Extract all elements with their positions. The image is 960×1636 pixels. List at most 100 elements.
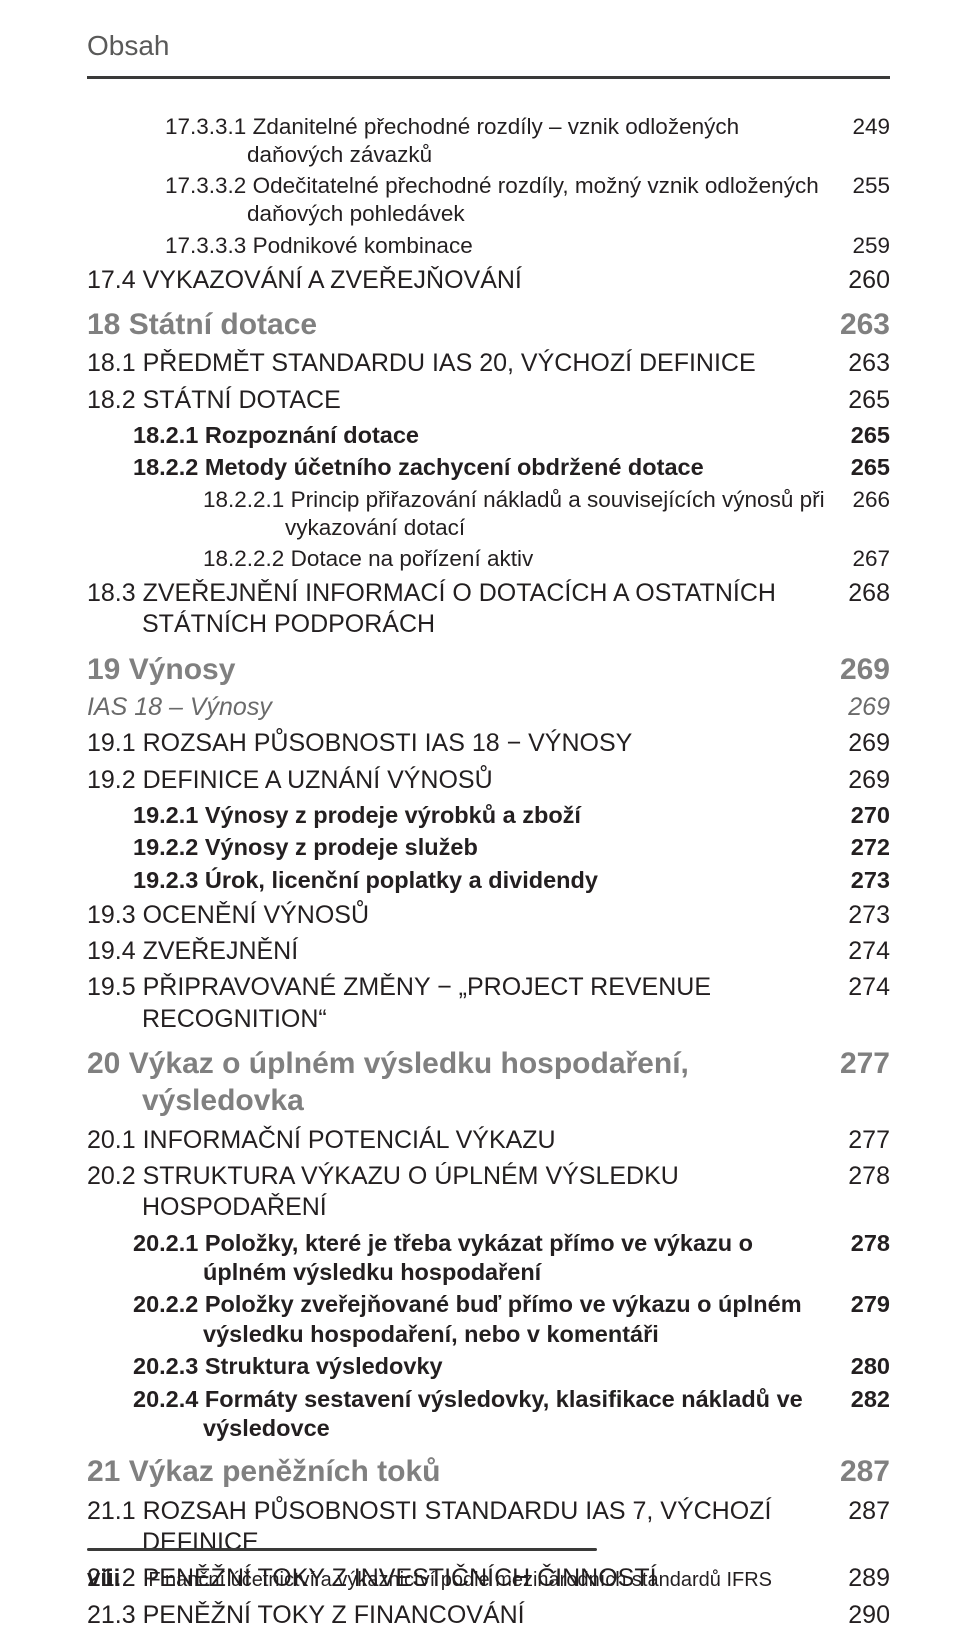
toc-label: 20.2.3 Struktura výsledovky	[87, 1352, 840, 1381]
toc-page-number: 255	[840, 172, 890, 200]
toc-row: 19.5 PŘIPRAVOVANÉ ZMĚNY − „PROJECT REVEN…	[87, 972, 890, 1035]
toc-row: 17.3.3.2 Odečitatelné přechodné rozdíly,…	[87, 172, 890, 228]
toc-page-number: 269	[840, 765, 890, 796]
toc-page-number: 279	[840, 1290, 890, 1319]
toc-label: 20.2.2 Položky zveřejňované buď přímo ve…	[87, 1290, 840, 1349]
toc-page-number: 278	[840, 1161, 890, 1192]
toc-page-number: 272	[840, 833, 890, 862]
footer: viii Finanční účetnictví a výkaznictví p…	[87, 1548, 890, 1593]
toc-row: 19.2.1 Výnosy z prodeje výrobků a zboží2…	[87, 801, 890, 830]
toc-page-number: 269	[840, 692, 890, 723]
toc-label: 18.2.2.2 Dotace na pořízení aktiv	[87, 545, 840, 573]
toc-label: 19.3 OCENĚNÍ VÝNOSŮ	[87, 900, 840, 931]
toc-label: 20.2.4 Formáty sestavení výsledovky, kla…	[87, 1385, 840, 1444]
toc-label: 18.2.2.1 Princip přiřazování nákladů a s…	[87, 486, 840, 542]
toc-row: 19.2.3 Úrok, licenční poplatky a dividen…	[87, 866, 890, 895]
toc-label: 21 Výkaz peněžních toků	[87, 1453, 840, 1491]
toc-row: 17.4 VYKAZOVÁNÍ A ZVEŘEJŇOVÁNÍ260	[87, 265, 890, 296]
toc-label: 18 Státní dotace	[87, 306, 840, 344]
toc-row: 20.2.4 Formáty sestavení výsledovky, kla…	[87, 1385, 890, 1444]
toc-label: 20.2 STRUKTURA VÝKAZU O ÚPLNÉM VÝSLEDKU …	[87, 1161, 840, 1224]
toc-label: 19 Výnosy	[87, 651, 840, 689]
toc-row: 21 Výkaz peněžních toků287	[87, 1453, 890, 1491]
toc-row: 19.4 ZVEŘEJNĚNÍ274	[87, 936, 890, 967]
toc-page-number: 263	[840, 348, 890, 379]
toc-page-number: 267	[840, 545, 890, 573]
footer-text: Finanční účetnictví a výkaznictví podle …	[148, 1569, 772, 1592]
toc-row: 17.3.3.3 Podnikové kombinace259	[87, 232, 890, 260]
toc-page-number: 273	[840, 900, 890, 931]
toc-page-number: 263	[840, 306, 890, 344]
toc-row: 18 Státní dotace263	[87, 306, 890, 344]
toc-page-number: 277	[840, 1045, 890, 1083]
toc-page-number: 266	[840, 486, 890, 514]
toc-label: 17.3.3.1 Zdanitelné přechodné rozdíly – …	[87, 113, 840, 169]
toc-label: 18.2 STÁTNÍ DOTACE	[87, 385, 840, 416]
toc-page-number: 282	[840, 1385, 890, 1414]
header-rule	[87, 76, 890, 79]
toc-row: 19 Výnosy269	[87, 651, 890, 689]
toc-row: 20 Výkaz o úplném výsledku hospodaření, …	[87, 1045, 890, 1120]
toc-row: 18.2.1 Rozpoznání dotace265	[87, 421, 890, 450]
toc-row: 19.2.2 Výnosy z prodeje služeb272	[87, 833, 890, 862]
toc-page-number: 269	[840, 651, 890, 689]
toc-page-number: 265	[840, 385, 890, 416]
footer-rule	[87, 1548, 597, 1551]
toc-label: 18.2.1 Rozpoznání dotace	[87, 421, 840, 450]
header-title: Obsah	[87, 30, 170, 62]
toc-row: 20.2.3 Struktura výsledovky280	[87, 1352, 890, 1381]
toc-row: 19.1 ROZSAH PŮSOBNOSTI IAS 18 − VÝNOSY26…	[87, 728, 890, 759]
page: Obsah 17.3.3.1 Zdanitelné přechodné rozd…	[0, 0, 960, 1631]
toc-page-number: 249	[840, 113, 890, 141]
toc-page-number: 274	[840, 936, 890, 967]
toc-row: 21.3 PENĚŽNÍ TOKY Z FINANCOVÁNÍ290	[87, 1600, 890, 1631]
toc-row: 20.2.1 Položky, které je třeba vykázat p…	[87, 1229, 890, 1288]
toc-row: 18.2.2 Metody účetního zachycení obdržen…	[87, 453, 890, 482]
toc-label: IAS 18 – Výnosy	[87, 692, 840, 723]
toc-label: 19.5 PŘIPRAVOVANÉ ZMĚNY − „PROJECT REVEN…	[87, 972, 840, 1035]
toc-page-number: 290	[840, 1600, 890, 1631]
toc: 17.3.3.1 Zdanitelné přechodné rozdíly – …	[87, 38, 890, 1631]
toc-row: IAS 18 – Výnosy269	[87, 692, 890, 723]
toc-page-number: 278	[840, 1229, 890, 1258]
toc-page-number: 287	[840, 1496, 890, 1527]
toc-row: 18.2 STÁTNÍ DOTACE265	[87, 385, 890, 416]
toc-label: 18.1 PŘEDMĚT STANDARDU IAS 20, VÝCHOZÍ D…	[87, 348, 840, 379]
toc-label: 19.2 DEFINICE A UZNÁNÍ VÝNOSŮ	[87, 765, 840, 796]
toc-page-number: 269	[840, 728, 890, 759]
toc-label: 19.4 ZVEŘEJNĚNÍ	[87, 936, 840, 967]
toc-label: 20.1 INFORMAČNÍ POTENCIÁL VÝKAZU	[87, 1125, 840, 1156]
toc-label: 19.2.3 Úrok, licenční poplatky a dividen…	[87, 866, 840, 895]
toc-row: 19.2 DEFINICE A UZNÁNÍ VÝNOSŮ269	[87, 765, 890, 796]
toc-label: 18.2.2 Metody účetního zachycení obdržen…	[87, 453, 840, 482]
toc-label: 17.3.3.3 Podnikové kombinace	[87, 232, 840, 260]
toc-row: 18.1 PŘEDMĚT STANDARDU IAS 20, VÝCHOZÍ D…	[87, 348, 890, 379]
toc-row: 20.2 STRUKTURA VÝKAZU O ÚPLNÉM VÝSLEDKU …	[87, 1161, 890, 1224]
toc-page-number: 274	[840, 972, 890, 1003]
toc-row: 19.3 OCENĚNÍ VÝNOSŮ273	[87, 900, 890, 931]
toc-page-number: 259	[840, 232, 890, 260]
toc-label: 19.2.2 Výnosy z prodeje služeb	[87, 833, 840, 862]
toc-page-number: 280	[840, 1352, 890, 1381]
toc-label: 20 Výkaz o úplném výsledku hospodaření, …	[87, 1045, 840, 1120]
toc-label: 18.3 ZVEŘEJNĚNÍ INFORMACÍ O DOTACÍCH A O…	[87, 578, 840, 641]
toc-page-number: 270	[840, 801, 890, 830]
toc-row: 17.3.3.1 Zdanitelné přechodné rozdíly – …	[87, 113, 890, 169]
toc-row: 20.1 INFORMAČNÍ POTENCIÁL VÝKAZU277	[87, 1125, 890, 1156]
toc-page-number: 265	[840, 421, 890, 450]
toc-page-number: 268	[840, 578, 890, 609]
toc-page-number: 277	[840, 1125, 890, 1156]
toc-page-number: 273	[840, 866, 890, 895]
toc-label: 21.3 PENĚŽNÍ TOKY Z FINANCOVÁNÍ	[87, 1600, 840, 1631]
toc-page-number: 287	[840, 1453, 890, 1491]
toc-label: 19.2.1 Výnosy z prodeje výrobků a zboží	[87, 801, 840, 830]
toc-row: 18.2.2.1 Princip přiřazování nákladů a s…	[87, 486, 890, 542]
toc-row: 20.2.2 Položky zveřejňované buď přímo ve…	[87, 1290, 890, 1349]
toc-page-number: 260	[840, 265, 890, 296]
toc-row: 18.2.2.2 Dotace na pořízení aktiv267	[87, 545, 890, 573]
toc-row: 18.3 ZVEŘEJNĚNÍ INFORMACÍ O DOTACÍCH A O…	[87, 578, 890, 641]
toc-label: 19.1 ROZSAH PŮSOBNOSTI IAS 18 − VÝNOSY	[87, 728, 840, 759]
toc-label: 20.2.1 Položky, které je třeba vykázat p…	[87, 1229, 840, 1288]
toc-label: 17.4 VYKAZOVÁNÍ A ZVEŘEJŇOVÁNÍ	[87, 265, 840, 296]
toc-label: 17.3.3.2 Odečitatelné přechodné rozdíly,…	[87, 172, 840, 228]
